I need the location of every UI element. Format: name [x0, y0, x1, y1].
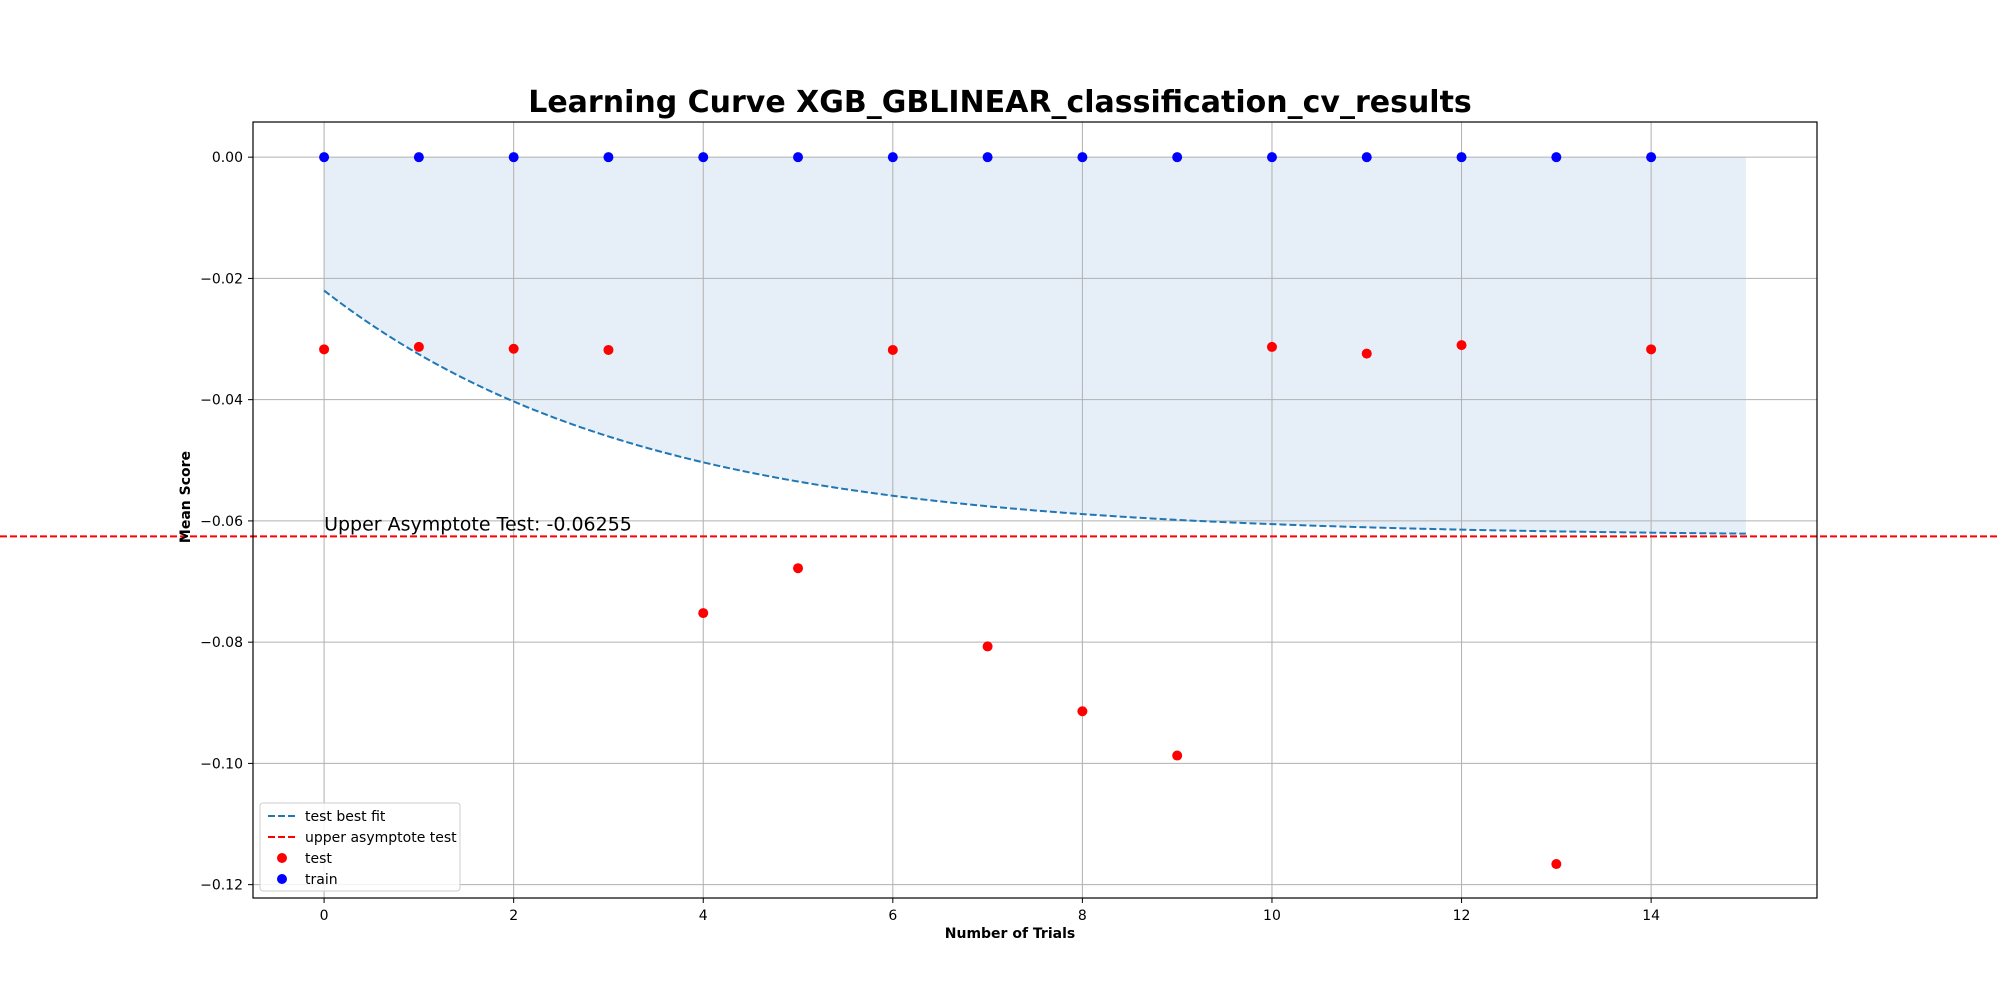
test-point — [413, 341, 424, 352]
test-point — [887, 344, 898, 355]
asymptote-annotation: Upper Asymptote Test: -0.06255 — [324, 513, 632, 535]
legend-label: test — [305, 851, 332, 867]
x-tick-label: 10 — [1263, 908, 1281, 924]
plot-frame — [252, 121, 1818, 899]
annotation-layer: Upper Asymptote Test: -0.06255 — [324, 513, 632, 535]
train-point — [319, 152, 330, 163]
train-point — [1646, 152, 1657, 163]
x-tick-label: 6 — [888, 908, 897, 924]
x-tick-label: 14 — [1642, 908, 1660, 924]
test-point — [1077, 706, 1088, 717]
legend-label: upper asymptote test — [305, 830, 457, 846]
y-tick-label: −0.12 — [200, 878, 243, 894]
train-point — [1172, 152, 1183, 163]
x-tick-label: 12 — [1453, 908, 1471, 924]
series-layer — [0, 152, 2000, 870]
train-point — [1361, 152, 1372, 163]
x-tick-label: 0 — [320, 908, 329, 924]
train-point — [1266, 152, 1277, 163]
train-point — [1077, 152, 1088, 163]
y-tick-label: −0.08 — [200, 635, 243, 651]
x-tick-label: 8 — [1078, 908, 1087, 924]
train-point — [1456, 152, 1467, 163]
test-point — [793, 563, 804, 574]
train-point — [698, 152, 709, 163]
legend-box — [259, 802, 461, 892]
test-point — [508, 343, 519, 354]
y-tick-label: −0.02 — [200, 271, 243, 287]
y-axis-label: Mean Score — [178, 451, 194, 543]
y-tick-label: −0.06 — [200, 514, 243, 530]
train-point — [1551, 152, 1562, 163]
best-fit-line — [323, 289, 1746, 535]
x-tick-label: 2 — [509, 908, 518, 924]
train-point — [887, 152, 898, 163]
legend-label: test best fit — [305, 809, 386, 825]
test-point — [1551, 859, 1562, 870]
test-point — [603, 344, 614, 355]
legend: test best fit upper asymptote test test tra… — [259, 802, 461, 892]
fill-region — [324, 157, 1746, 534]
axes-layer: 0 2 4 6 8 10 12 14 0.00 −0.02 −0.04 −0.06 −0.08 −0.10… — [200, 121, 1818, 924]
test-point — [1646, 344, 1657, 355]
train-point — [413, 152, 424, 163]
train-point — [982, 152, 993, 163]
test-point — [319, 344, 330, 355]
legend-swatch — [277, 874, 287, 884]
grid-layer — [253, 122, 1817, 898]
train-point — [603, 152, 614, 163]
test-point — [1266, 341, 1277, 352]
train-point — [793, 152, 804, 163]
test-point — [982, 641, 993, 652]
test-point — [1361, 348, 1372, 359]
test-point — [1456, 340, 1467, 351]
legend-label: train — [305, 872, 338, 888]
chart-title: Learning Curve XGB_GBLINEAR_classificati… — [528, 85, 1472, 120]
y-tick-label: −0.10 — [200, 756, 243, 772]
y-tick-label: 0.00 — [212, 150, 243, 166]
test-point — [698, 608, 709, 619]
test-point — [1172, 750, 1183, 761]
train-point — [508, 152, 519, 163]
y-tick-label: −0.04 — [200, 393, 243, 409]
x-axis-label: Number of Trials — [945, 926, 1075, 942]
fill-layer — [324, 157, 1746, 534]
x-tick-label: 4 — [699, 908, 708, 924]
legend-swatch — [277, 853, 287, 863]
